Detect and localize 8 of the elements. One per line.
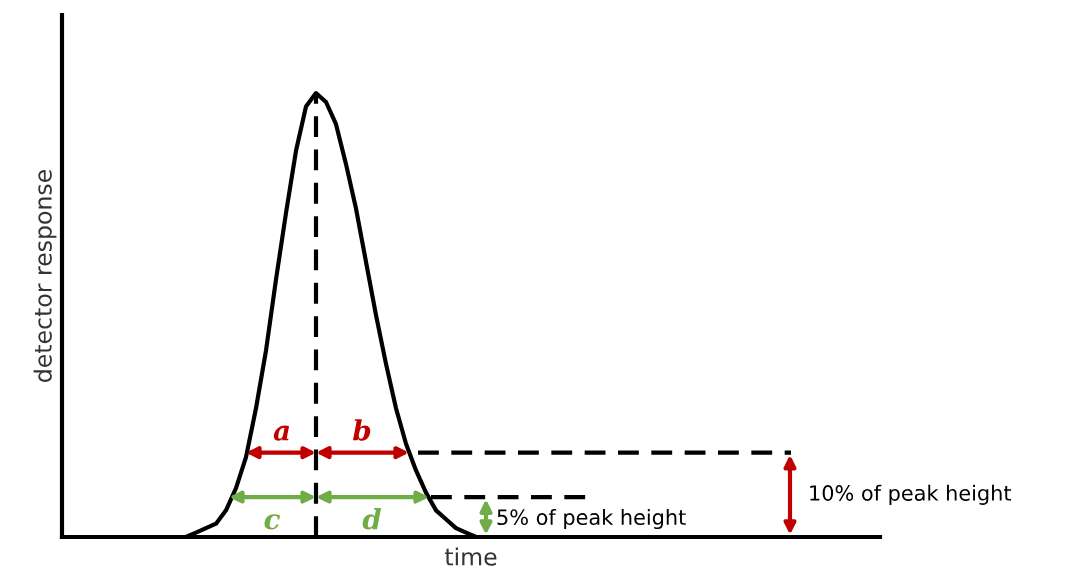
- annotation: c: [264, 514, 280, 530]
- x-axis-title: time: [444, 547, 497, 566]
- annotation: b: [352, 419, 371, 441]
- y-axis-title: detector response: [33, 170, 57, 382]
- annotation: a: [273, 425, 290, 441]
- ref-line-label: 10% of peak height: [810, 484, 1012, 505]
- annotation: d: [362, 508, 382, 530]
- ref-line-label: 5% of peak height: [497, 508, 686, 530]
